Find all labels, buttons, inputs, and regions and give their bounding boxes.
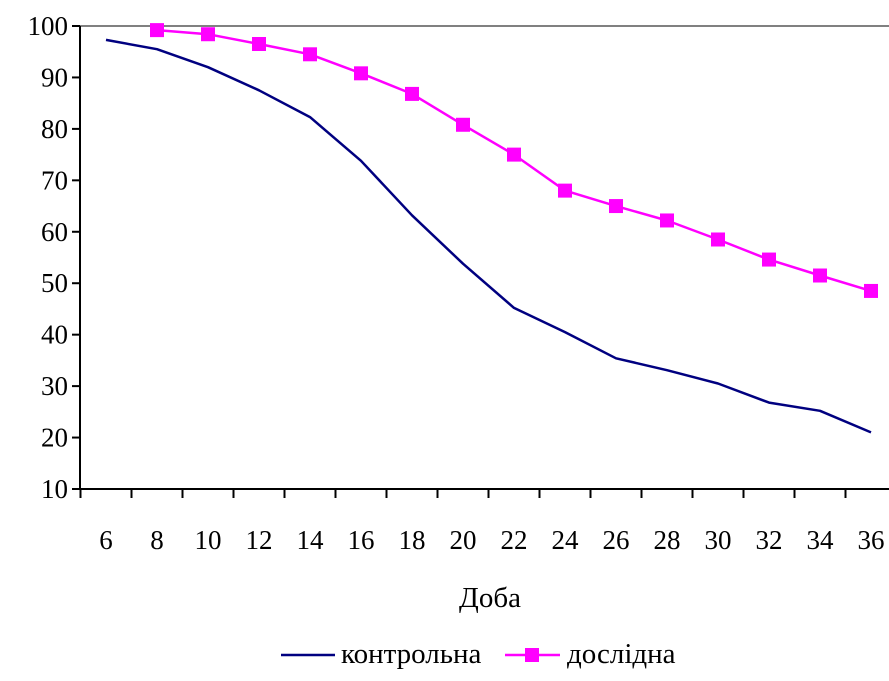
x-tick-label: 24 bbox=[552, 525, 580, 555]
x-tick-label: 32 bbox=[756, 525, 783, 555]
x-tick-label: 30 bbox=[705, 525, 732, 555]
data-point-marker bbox=[354, 66, 368, 81]
data-point-marker bbox=[609, 199, 623, 214]
x-tick-label: 12 bbox=[246, 525, 273, 555]
legend: контрольна дослідна bbox=[281, 638, 676, 670]
y-axis-ticks: 10 20 30 40 50 60 70 80 90 100 bbox=[28, 11, 80, 504]
data-point-marker bbox=[150, 23, 164, 38]
x-tick-label: 8 bbox=[150, 525, 164, 555]
y-tick-label: 100 bbox=[28, 11, 69, 41]
y-tick-label: 20 bbox=[41, 423, 68, 453]
data-point-marker bbox=[303, 47, 317, 62]
data-point-marker bbox=[660, 213, 674, 228]
legend-marker-series-2 bbox=[525, 648, 539, 662]
x-axis-title: Доба bbox=[459, 582, 521, 614]
x-tick-label: 28 bbox=[654, 525, 681, 555]
data-point-marker bbox=[405, 86, 419, 101]
data-point-marker bbox=[201, 27, 215, 42]
x-tick-label: 16 bbox=[348, 525, 375, 555]
x-tick-label: 34 bbox=[807, 525, 835, 555]
series-2 bbox=[150, 23, 878, 298]
y-tick-label: 30 bbox=[41, 371, 68, 401]
axes bbox=[79, 26, 889, 490]
data-point-marker bbox=[813, 268, 827, 283]
y-tick-label: 50 bbox=[41, 268, 68, 298]
x-tick-label: 22 bbox=[501, 525, 528, 555]
y-tick-label: 80 bbox=[41, 114, 68, 144]
series-1 bbox=[105, 38, 872, 434]
x-tick-label: 18 bbox=[399, 525, 426, 555]
data-point-marker bbox=[711, 232, 725, 247]
data-point-marker bbox=[864, 283, 878, 298]
x-tick-label: 20 bbox=[450, 525, 477, 555]
x-axis-ticks: 6 8 10 12 14 16 18 20 22 24 26 28 30 32 34 36 bbox=[79, 489, 885, 555]
y-tick-label: 40 bbox=[41, 320, 68, 350]
x-tick-label: 14 bbox=[297, 525, 325, 555]
x-tick-label: 10 bbox=[195, 525, 222, 555]
x-tick-label: 36 bbox=[858, 525, 885, 555]
data-point-marker bbox=[252, 37, 266, 52]
data-point-marker bbox=[507, 147, 521, 162]
series-layer bbox=[105, 23, 878, 434]
y-tick-label: 60 bbox=[41, 217, 68, 247]
data-point-marker bbox=[456, 117, 470, 132]
y-tick-label: 90 bbox=[41, 62, 68, 92]
legend-label-series-2: дослідна bbox=[567, 638, 676, 670]
x-tick-label: 26 bbox=[603, 525, 630, 555]
series-line bbox=[105, 38, 872, 434]
legend-label-series-1: контрольна bbox=[341, 638, 481, 670]
x-tick-label: 6 bbox=[99, 525, 113, 555]
y-tick-label: 70 bbox=[41, 165, 68, 195]
data-point-marker bbox=[762, 252, 776, 267]
data-point-marker bbox=[558, 183, 572, 198]
y-tick-label: 10 bbox=[41, 474, 68, 504]
